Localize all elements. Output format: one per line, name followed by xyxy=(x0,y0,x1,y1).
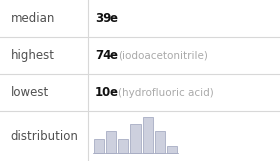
Text: (hydrofluoric acid): (hydrofluoric acid) xyxy=(118,87,214,98)
Bar xyxy=(155,131,165,153)
Text: (iodoacetonitrile): (iodoacetonitrile) xyxy=(118,51,208,61)
Bar xyxy=(167,146,177,153)
Text: e: e xyxy=(109,49,117,62)
Text: median: median xyxy=(11,12,55,25)
Text: 39: 39 xyxy=(95,12,111,25)
Bar xyxy=(143,117,153,153)
Text: lowest: lowest xyxy=(11,86,49,99)
Text: highest: highest xyxy=(11,49,55,62)
Text: distribution: distribution xyxy=(11,129,78,142)
Text: e: e xyxy=(109,12,117,25)
Bar xyxy=(94,139,104,153)
Text: e: e xyxy=(109,86,117,99)
Bar xyxy=(106,131,116,153)
Text: 74: 74 xyxy=(95,49,111,62)
Text: 10: 10 xyxy=(95,86,111,99)
Bar xyxy=(130,124,141,153)
Bar xyxy=(118,139,129,153)
